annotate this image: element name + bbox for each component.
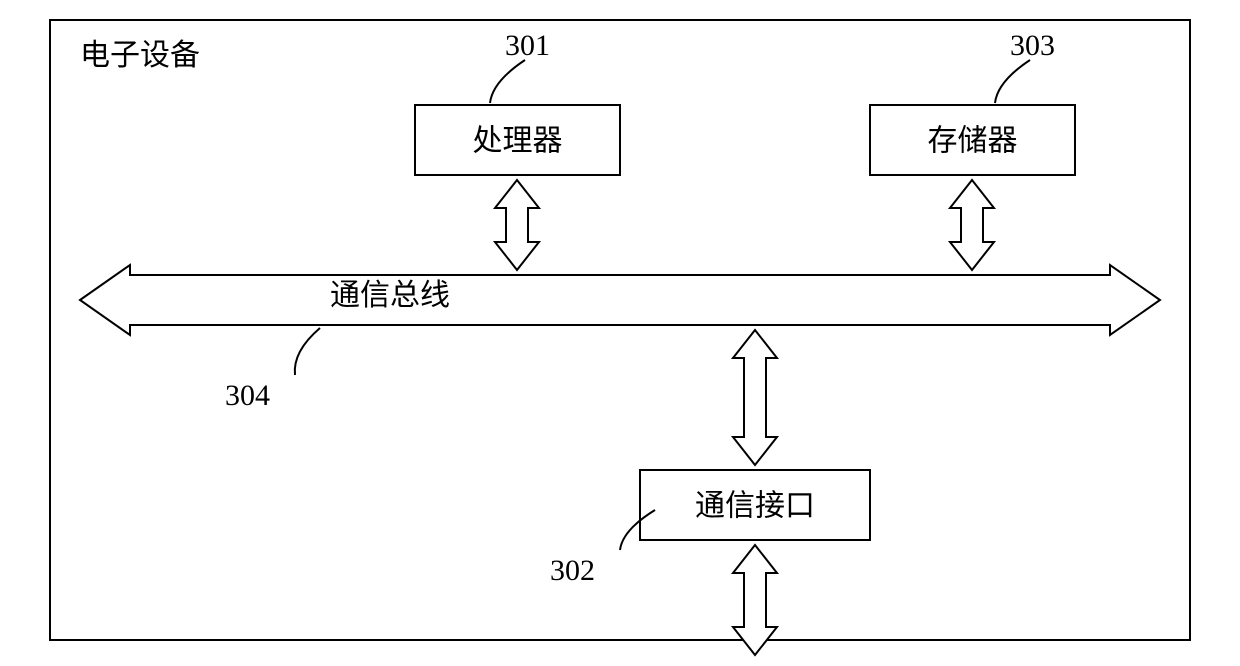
bus-arrow xyxy=(80,265,1160,335)
comm-if-ref-label: 302 xyxy=(550,554,595,587)
comm-if-ext-arrow xyxy=(733,545,777,655)
processor-bus-arrow xyxy=(495,180,539,270)
memory-ref-label: 303 xyxy=(1010,29,1055,62)
processor-ref-leader xyxy=(490,60,525,103)
processor-ref-label: 301 xyxy=(505,29,550,62)
processor-label: 处理器 xyxy=(473,125,563,158)
bus-label: 通信总线 xyxy=(330,279,450,312)
comm-if-bus-arrow xyxy=(733,330,777,465)
bus-ref-label: 304 xyxy=(225,379,270,412)
memory-ref-leader xyxy=(995,60,1030,103)
memory-bus-arrow xyxy=(950,180,994,270)
comm-if-label: 通信接口 xyxy=(695,490,815,523)
title-label: 电子设备 xyxy=(80,39,200,72)
memory-label: 存储器 xyxy=(928,125,1018,158)
bus-ref-leader xyxy=(295,328,320,375)
